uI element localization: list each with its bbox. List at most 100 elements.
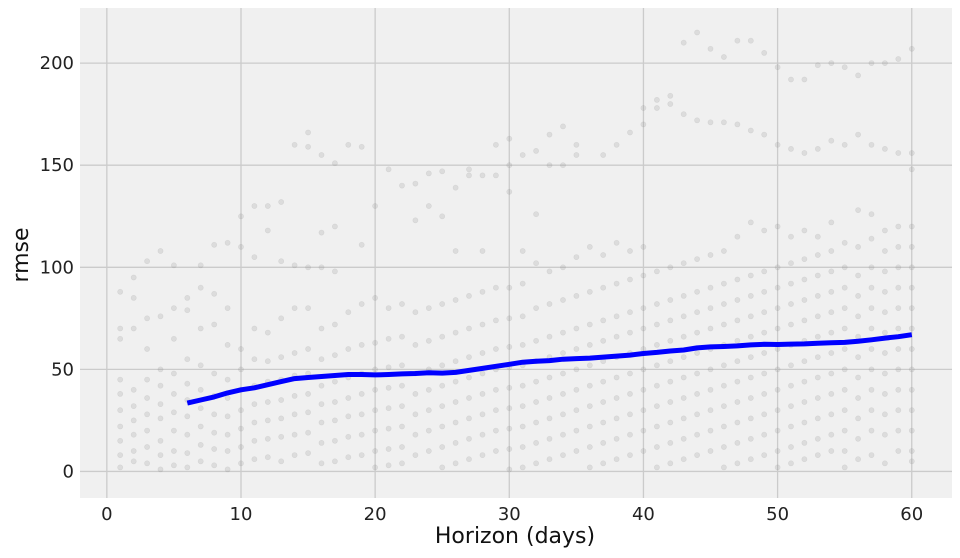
rmse-point: [345, 141, 352, 148]
rmse-point: [774, 264, 781, 271]
rmse-point: [385, 364, 392, 371]
rmse-point: [372, 464, 378, 471]
rmse-point: [908, 458, 915, 465]
rmse-point: [908, 243, 915, 250]
rmse-point: [855, 207, 861, 213]
rmse-point: [251, 254, 258, 260]
rmse-point: [425, 305, 432, 311]
rmse-point: [224, 341, 231, 348]
rmse-point: [600, 317, 607, 324]
rmse-point: [399, 460, 405, 467]
rmse-point: [170, 305, 177, 311]
rmse-point: [291, 392, 298, 399]
rmse-point: [117, 376, 124, 383]
rmse-point: [573, 152, 580, 158]
rmse-point: [680, 374, 687, 381]
rmse-point: [278, 397, 285, 403]
rmse-point: [707, 305, 714, 311]
rmse-point: [492, 407, 499, 414]
rmse-point: [721, 382, 727, 389]
rmse-point: [801, 227, 808, 234]
rmse-point: [224, 239, 231, 246]
rmse-point: [801, 150, 808, 156]
rmse-point: [747, 354, 754, 360]
rmse-point: [399, 403, 405, 409]
rmse-point: [399, 382, 405, 389]
rmse-point: [318, 439, 325, 446]
rmse-point: [814, 62, 821, 69]
rmse-point: [895, 427, 902, 434]
rmse-point: [895, 448, 902, 454]
rmse-point: [774, 223, 781, 230]
rmse-point: [305, 346, 311, 352]
rmse-point: [707, 284, 714, 291]
rmse-point: [264, 454, 271, 461]
rmse-point: [882, 390, 888, 397]
rmse-point: [694, 117, 700, 124]
rmse-point: [828, 370, 835, 377]
rmse-point: [291, 305, 298, 311]
rmse-point: [318, 264, 325, 271]
rmse-point: [385, 446, 392, 452]
rmse-point: [439, 301, 446, 307]
rmse-point: [868, 386, 875, 393]
rmse-point: [157, 382, 164, 389]
rmse-point: [211, 446, 218, 452]
rmse-point: [385, 384, 392, 391]
rmse-point: [560, 452, 566, 458]
rmse-point: [855, 354, 861, 360]
rmse-point: [305, 409, 311, 416]
rmse-point: [761, 288, 768, 295]
rmse-point: [707, 427, 714, 434]
rmse-point: [640, 366, 647, 373]
rmse-point: [452, 248, 459, 254]
rmse-point: [170, 409, 177, 416]
rmse-point: [560, 431, 566, 438]
rmse-point: [694, 452, 700, 458]
rmse-point: [331, 352, 338, 358]
rmse-point: [479, 431, 486, 438]
rmse-point: [801, 76, 808, 83]
rmse-point: [680, 395, 687, 401]
rmse-point: [264, 329, 271, 336]
rmse-point: [573, 346, 580, 352]
rmse-point: [882, 145, 888, 152]
rmse-point: [801, 378, 808, 385]
rmse-point: [439, 382, 446, 389]
rmse-point: [868, 235, 875, 242]
x-tick-label: 10: [230, 504, 253, 525]
rmse-point: [801, 419, 808, 426]
rmse-point: [801, 439, 808, 446]
rmse-point: [452, 358, 459, 365]
rmse-point: [640, 243, 647, 250]
rmse-point: [868, 452, 875, 458]
rmse-point: [694, 350, 700, 356]
rmse-point: [157, 313, 164, 320]
rmse-point: [278, 199, 285, 205]
plot-background: [80, 8, 952, 498]
rmse-point: [358, 411, 365, 418]
rmse-point: [734, 358, 741, 365]
rmse-point: [882, 350, 888, 356]
rmse-point: [224, 395, 231, 401]
rmse-point: [667, 419, 674, 426]
rmse-point: [358, 241, 365, 248]
rmse-point: [492, 346, 499, 352]
rmse-point: [828, 268, 835, 275]
rmse-point: [721, 54, 727, 60]
rmse-point: [519, 464, 526, 471]
rmse-point: [506, 135, 513, 142]
rmse-point: [841, 427, 848, 434]
rmse-point: [774, 366, 781, 373]
rmse-point: [868, 60, 875, 66]
rmse-point: [264, 227, 271, 234]
rmse-point: [680, 39, 687, 46]
rmse-point: [613, 280, 620, 287]
rmse-point: [251, 456, 258, 463]
rmse-point: [117, 407, 124, 414]
rmse-point: [627, 390, 633, 397]
rmse-point: [895, 150, 902, 156]
rmse-point: [211, 429, 218, 436]
rmse-point: [479, 172, 486, 179]
